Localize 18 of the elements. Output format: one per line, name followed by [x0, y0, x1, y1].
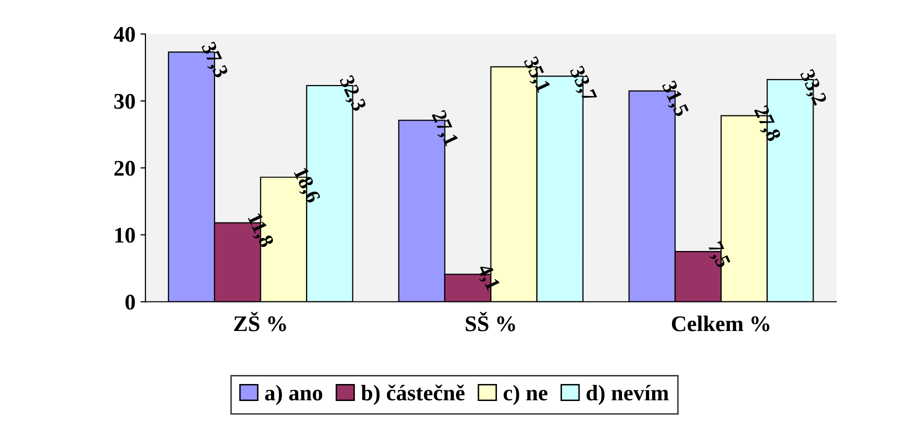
y-tick-label: 30	[114, 94, 135, 109]
x-tick-label: SŠ %	[466, 312, 516, 332]
legend-label: d) nevím	[586, 384, 669, 405]
legend-label: b) částečně	[361, 384, 465, 405]
data-label: 18,6	[290, 166, 321, 206]
data-label: 32,3	[336, 74, 367, 114]
data-label: 35,1	[520, 56, 551, 94]
x-tick-label: ZŠ %	[234, 312, 286, 332]
y-tick-label: 0	[125, 294, 135, 310]
data-label: 4,1	[474, 262, 500, 292]
legend-label: a) ano	[265, 384, 322, 405]
x-tick-label: Celkem %	[672, 316, 770, 332]
y-tick-label: 10	[115, 228, 135, 243]
legend-label: c) ne	[504, 384, 548, 405]
data-label: 27,8	[751, 104, 782, 144]
y-tick-label: 20	[114, 160, 135, 176]
data-label: 27,1	[428, 109, 459, 148]
y-tick-label: 40	[114, 26, 135, 42]
